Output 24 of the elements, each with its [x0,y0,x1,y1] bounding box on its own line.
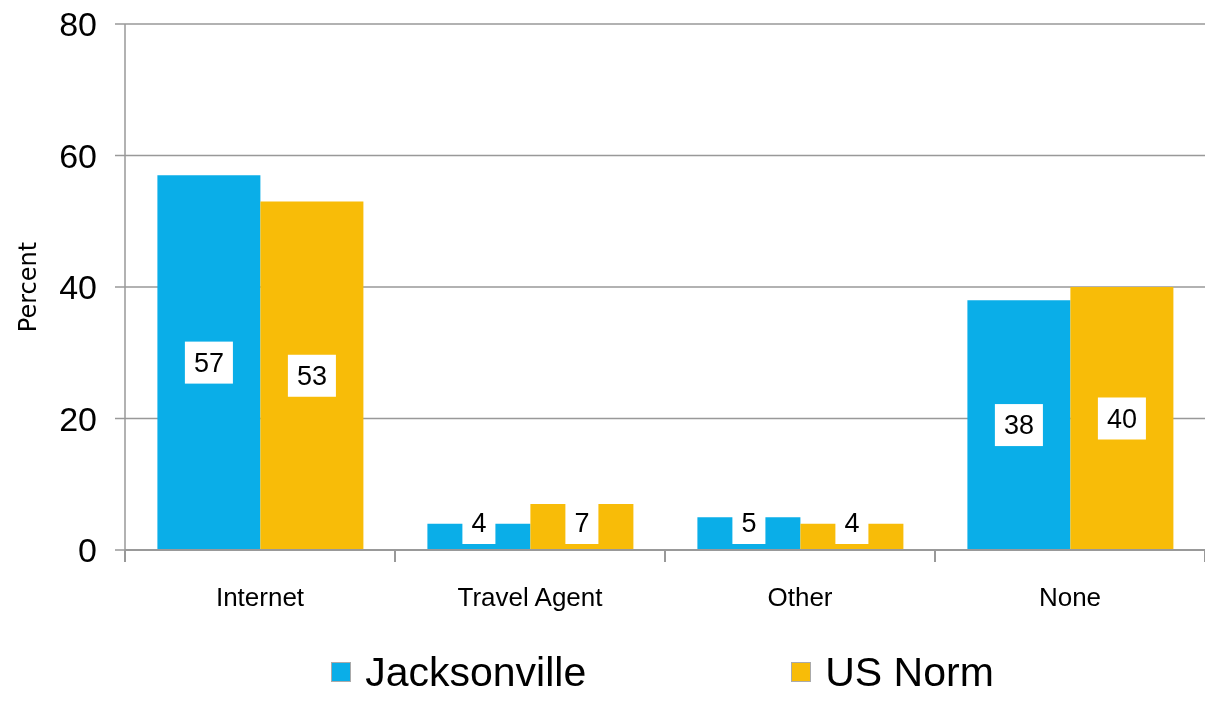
data-label: 4 [471,508,487,538]
x-tick-label: None [1038,582,1102,612]
y-axis-title: Percent [14,241,42,333]
y-tick-label: 60 [59,136,97,175]
data-label: 7 [574,508,590,538]
bar [1070,287,1174,550]
bar [157,175,261,550]
bar [260,201,364,550]
x-tick-label: Internet [215,582,305,612]
y-tick-label: 80 [59,5,97,44]
data-label: 4 [844,508,860,538]
y-tick-label: 20 [59,399,97,438]
data-label: 38 [1003,410,1034,441]
data-label: 5 [741,508,757,538]
legend-label: US Norm [825,648,994,695]
data-label: 40 [1106,403,1137,434]
legend-label: Jacksonville [365,648,587,695]
x-tick-label: Other [767,582,833,612]
data-label: 57 [193,347,224,378]
y-tick-label: 40 [59,268,97,307]
x-tick-label: Travel Agent [457,582,604,612]
y-tick-label: 0 [78,531,97,570]
bar [967,300,1071,550]
data-label: 53 [296,360,327,391]
